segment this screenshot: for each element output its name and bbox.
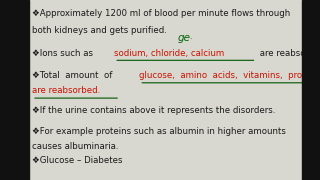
Text: ge: ge	[178, 33, 191, 43]
Text: ❖For example proteins such as albumin in higher amounts: ❖For example proteins such as albumin in…	[32, 127, 286, 136]
Text: are reabsorbed.: are reabsorbed.	[32, 86, 100, 95]
Text: causes albuminaria.: causes albuminaria.	[32, 142, 118, 151]
Text: ❖Total  amount  of: ❖Total amount of	[32, 71, 115, 80]
Text: ❖Approximately 1200 ml of blood per minute flows through: ❖Approximately 1200 ml of blood per minu…	[32, 9, 290, 18]
Text: ❖If the urine contains above it represents the disorders.: ❖If the urine contains above it represen…	[32, 106, 276, 115]
Text: ❖Ions such as: ❖Ions such as	[32, 49, 96, 58]
Text: sodium, chloride, calcium: sodium, chloride, calcium	[114, 49, 225, 58]
Bar	[302, 0, 320, 180]
Text: are reabsorbed.: are reabsorbed.	[257, 49, 320, 58]
Text: glucose,  amino  acids,  vitamins,  proteins: glucose, amino acids, vitamins, proteins	[139, 71, 320, 80]
Text: ❖Glucose – Diabetes: ❖Glucose – Diabetes	[32, 156, 123, 165]
Text: both kidneys and gets purified.: both kidneys and gets purified.	[32, 26, 167, 35]
Bar	[0, 0, 29, 180]
